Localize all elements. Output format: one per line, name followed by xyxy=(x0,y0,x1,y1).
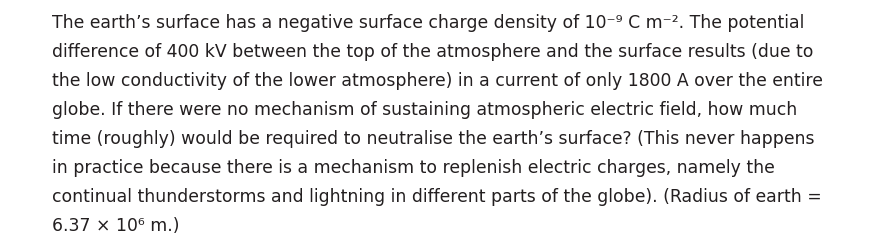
Text: globe. If there were no mechanism of sustaining atmospheric electric field, how : globe. If there were no mechanism of sus… xyxy=(52,101,797,119)
Text: the low conductivity of the lower atmosphere) in a current of only 1800 A over t: the low conductivity of the lower atmosp… xyxy=(52,72,823,90)
Text: difference of 400 kV between the top of the atmosphere and the surface results (: difference of 400 kV between the top of … xyxy=(52,43,813,61)
Text: time (roughly) would be required to neutralise the earth’s surface? (This never : time (roughly) would be required to neut… xyxy=(52,130,815,148)
Text: continual thunderstorms and lightning in different parts of the globe). (Radius : continual thunderstorms and lightning in… xyxy=(52,188,822,206)
Text: 6.37 × 10⁶ m.): 6.37 × 10⁶ m.) xyxy=(52,217,180,235)
Text: in practice because there is a mechanism to replenish electric charges, namely t: in practice because there is a mechanism… xyxy=(52,159,774,177)
Text: The earth’s surface has a negative surface charge density of 10⁻⁹ C m⁻². The pot: The earth’s surface has a negative surfa… xyxy=(52,14,804,32)
